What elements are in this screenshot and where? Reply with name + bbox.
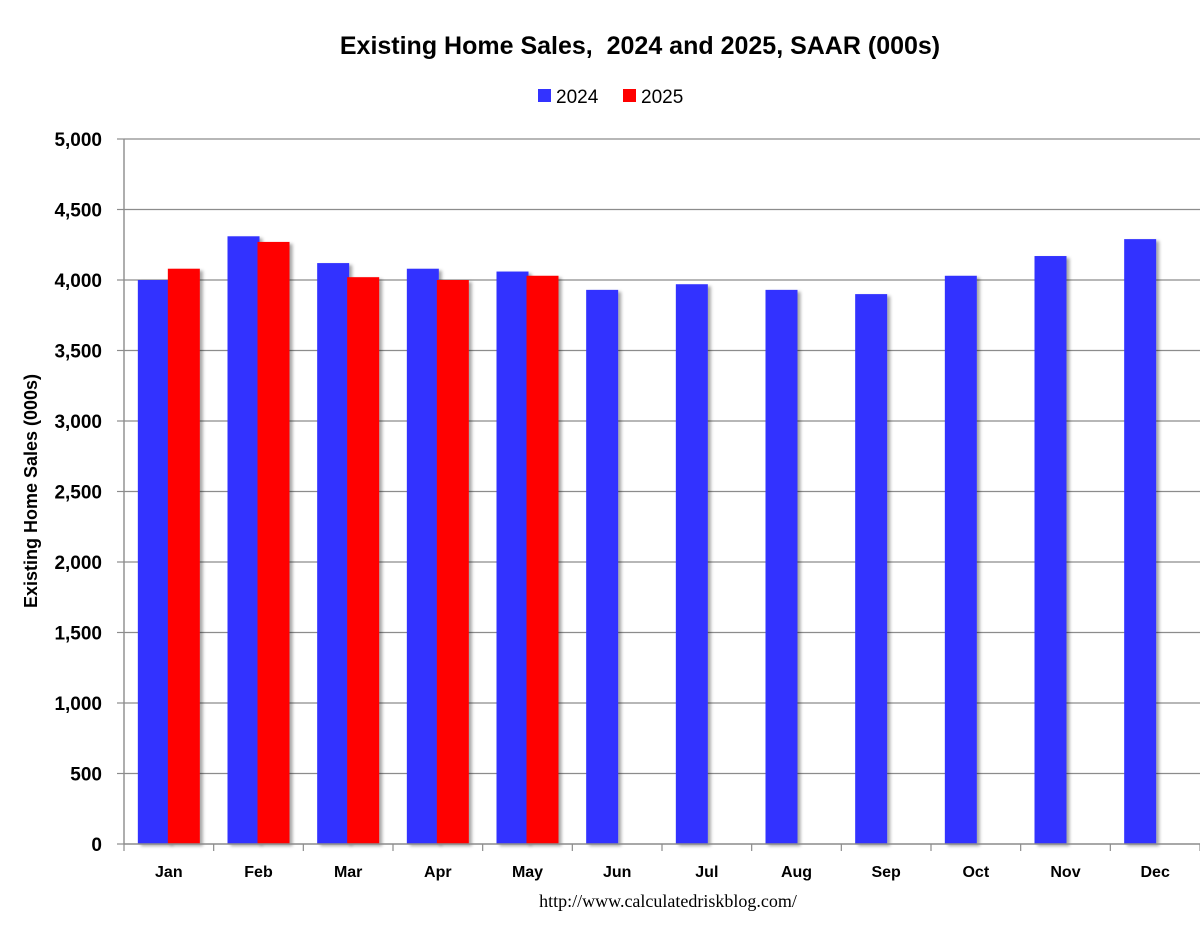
y-tick-label: 0 [91,835,102,856]
bar-2025-feb [257,241,290,844]
source-url: http://www.calculatedriskblog.com/ [539,891,797,911]
x-tick-label: Jun [603,864,631,881]
bar-2024-sep [855,294,888,845]
bar-2024-apr [406,268,439,845]
y-tick-label: 4,500 [54,201,102,222]
x-tick-label: Jan [155,864,183,881]
y-tick-label: 1,000 [54,694,102,715]
y-tick-label: 5,000 [54,130,102,151]
x-tick-label: Oct [962,864,989,881]
bar-2025-may [526,275,559,844]
y-tick-label: 3,000 [54,412,102,433]
bar-2024-aug [765,289,798,844]
x-tick-labels: Jan Feb Mar Apr May Jun Jul Aug Sep Oct Nov Dec [155,864,1170,881]
bar-2024-oct [944,275,977,844]
x-tick-label: Apr [424,864,452,881]
chart-title: Existing Home Sales, 2024 and 2025, SAAR… [340,32,940,60]
bar-2025-apr [436,280,469,844]
x-tick-label: May [512,864,543,881]
bar-2024-feb [227,236,260,845]
x-tick-label: Mar [334,864,362,881]
bar-2024-may [496,271,529,844]
y-tick-label: 2,500 [54,483,102,504]
legend-swatch-2024 [538,89,551,102]
axes [117,138,1200,851]
bar-2025-jan [167,268,200,845]
x-tick-label: Dec [1140,864,1169,881]
bar-2024-mar [317,263,350,845]
y-tick-label: 3,500 [54,342,102,363]
legend-swatch-2025 [623,89,636,102]
bar-2024-jun [586,289,619,844]
x-tick-label: Jul [695,864,718,881]
legend-label-2025: 2025 [641,87,683,108]
y-tick-label: 2,000 [54,553,102,574]
x-tick-label: Feb [244,864,273,881]
x-tick-label: Nov [1050,864,1080,881]
legend-label-2024: 2024 [556,87,599,108]
y-tick-label: 1,500 [54,624,102,645]
legend: 2024 2025 [538,87,683,108]
y-axis-label: Existing Home Sales (000s) [21,374,41,608]
x-tick-label: Sep [871,864,901,881]
bar-2025-mar [347,277,380,844]
bars [137,236,1157,845]
y-tick-labels: 0 500 1,000 1,500 2,000 2,500 3,000 3,500 4,000 4… [54,130,102,856]
y-tick-label: 4,000 [54,271,102,292]
x-tick-label: Aug [781,864,812,881]
bar-2024-nov [1034,256,1067,844]
bar-2024-jan [137,280,170,844]
bar-2024-jul [675,284,708,845]
bar-2024-dec [1124,239,1157,845]
y-tick-label: 500 [70,765,102,786]
gridlines [124,138,1200,775]
